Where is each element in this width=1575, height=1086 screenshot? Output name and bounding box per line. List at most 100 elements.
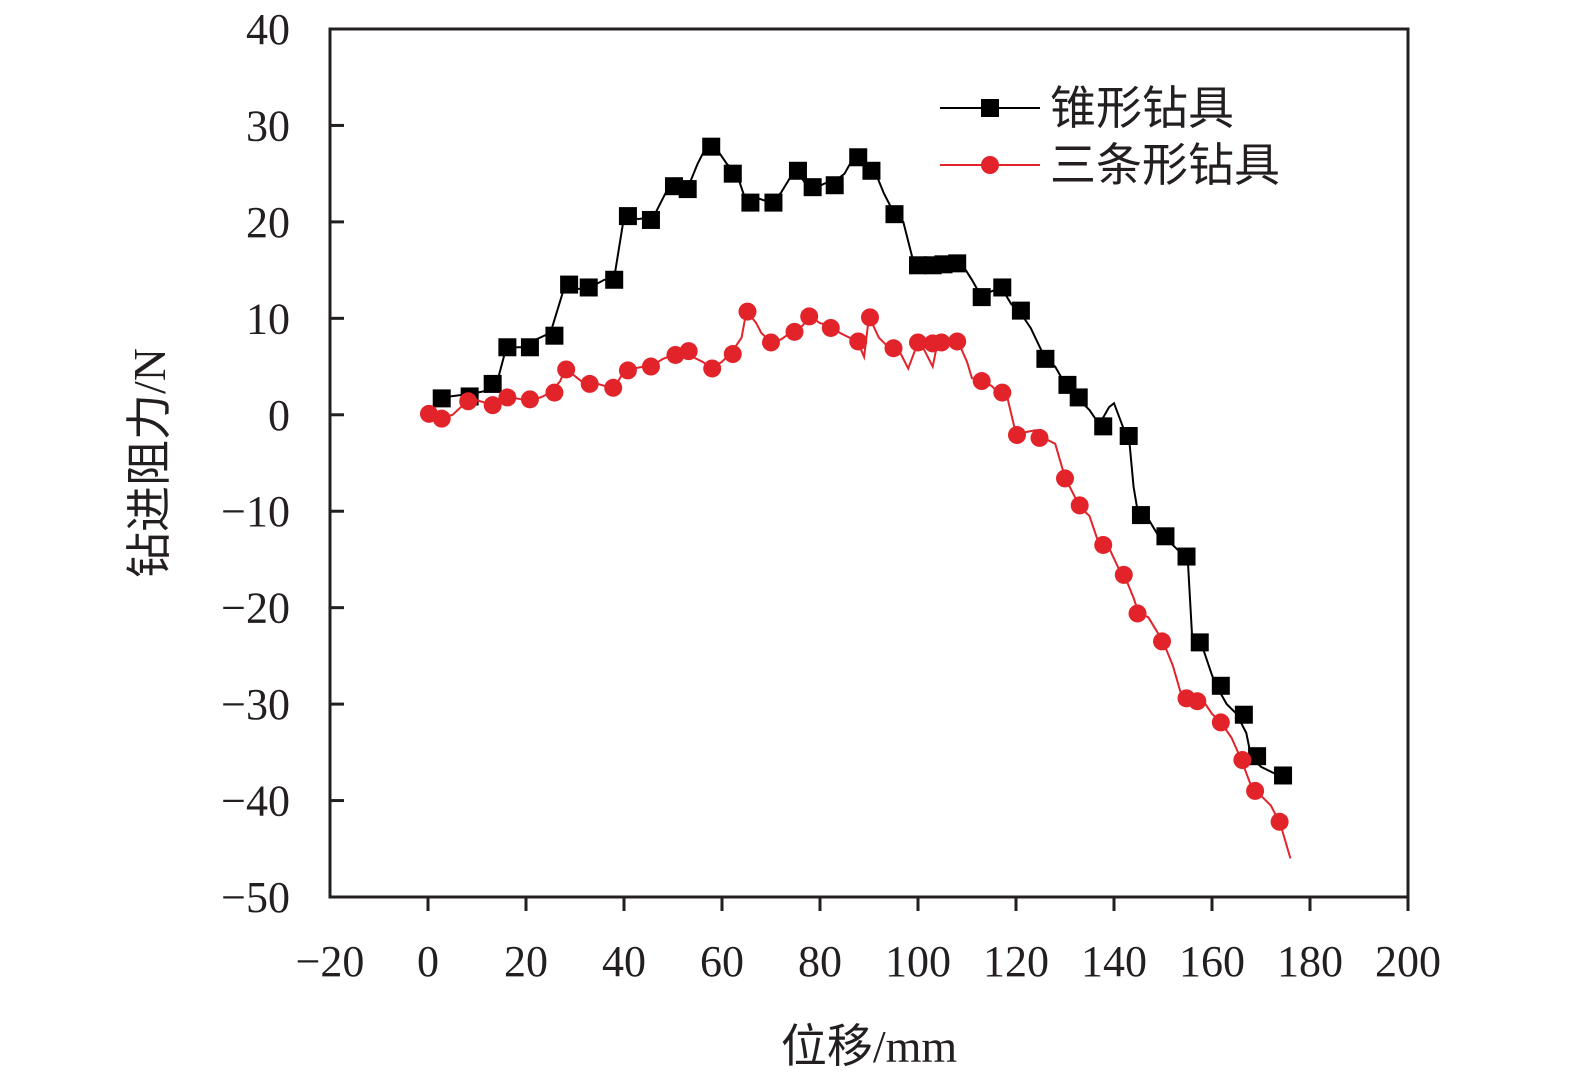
x-tick-label: 160 bbox=[1179, 937, 1245, 986]
series-2 bbox=[419, 302, 1292, 859]
data-point-square bbox=[1094, 417, 1113, 436]
data-point-circle bbox=[1128, 604, 1147, 623]
x-tick-label: 140 bbox=[1081, 937, 1147, 986]
data-point-square bbox=[678, 180, 697, 199]
legend-marker-circle bbox=[981, 156, 999, 174]
data-point-square bbox=[1177, 547, 1196, 566]
data-point-square bbox=[1274, 766, 1293, 785]
x-tick-label: 0 bbox=[417, 937, 439, 986]
data-point-square bbox=[1119, 426, 1138, 445]
data-point-square bbox=[909, 256, 927, 275]
data-point-square bbox=[764, 193, 783, 212]
x-axis: −20 0 20 40 60 80 100 120 140 160 180 200 bbox=[296, 897, 1441, 986]
data-point-square bbox=[948, 254, 967, 273]
legend-label: 三条形钻具 bbox=[1050, 140, 1280, 191]
data-point-square bbox=[993, 278, 1012, 297]
legend-item-2: 三条形钻具 bbox=[940, 140, 1280, 191]
legend-item-1: 锥形钻具 bbox=[940, 83, 1234, 134]
data-point-circle bbox=[1056, 469, 1074, 488]
legend-marker-square bbox=[981, 99, 999, 117]
y-tick-label: −10 bbox=[221, 487, 290, 536]
data-point-circle bbox=[785, 322, 804, 341]
x-tick-label: 100 bbox=[885, 937, 951, 986]
data-point-circle bbox=[1246, 781, 1265, 800]
x-tick-label: 120 bbox=[983, 937, 1049, 986]
data-point-circle bbox=[762, 333, 780, 352]
x-tick-label: 60 bbox=[700, 937, 744, 986]
data-point-square bbox=[618, 207, 637, 226]
data-point-circle bbox=[520, 390, 539, 409]
data-point-square bbox=[641, 210, 660, 229]
data-point-circle bbox=[909, 333, 927, 352]
plot-frame bbox=[328, 27, 1410, 899]
data-point-square bbox=[483, 374, 502, 393]
data-point-circle bbox=[860, 308, 879, 327]
data-point-circle bbox=[948, 332, 967, 351]
data-point-circle bbox=[1007, 426, 1026, 445]
data-point-circle bbox=[993, 383, 1012, 402]
data-point-circle bbox=[738, 302, 757, 321]
data-point-circle bbox=[1114, 565, 1133, 584]
y-tick-label: −40 bbox=[221, 777, 290, 826]
data-point-square bbox=[1036, 349, 1055, 368]
x-tick-label: 20 bbox=[504, 937, 548, 986]
data-point-square bbox=[545, 326, 564, 345]
data-point-square bbox=[723, 164, 742, 183]
series-layer bbox=[419, 137, 1293, 859]
data-point-square bbox=[803, 178, 822, 197]
y-axis-title: 钻进阻力/N bbox=[124, 348, 175, 578]
data-point-circle bbox=[432, 409, 451, 428]
data-point-square bbox=[1131, 506, 1150, 525]
data-point-square bbox=[432, 389, 451, 408]
data-point-square bbox=[1156, 527, 1175, 546]
data-point-square bbox=[788, 161, 807, 180]
data-point-circle bbox=[557, 360, 576, 379]
data-point-square bbox=[885, 205, 904, 224]
data-point-square bbox=[560, 275, 579, 294]
x-axis-title: 位移/mm bbox=[781, 1021, 958, 1072]
x-tick-label: 200 bbox=[1375, 937, 1441, 986]
y-tick-label: 40 bbox=[246, 5, 290, 54]
data-point-square bbox=[498, 338, 517, 357]
data-point-square bbox=[1248, 747, 1267, 766]
data-point-square bbox=[664, 177, 683, 196]
data-point-circle bbox=[723, 345, 742, 364]
data-point-square bbox=[934, 255, 953, 274]
data-point-circle bbox=[483, 396, 502, 415]
data-point-square bbox=[702, 137, 721, 156]
data-point-circle bbox=[1188, 692, 1207, 711]
y-tick-label: 30 bbox=[246, 101, 290, 150]
y-tick-label: 20 bbox=[246, 198, 290, 247]
data-point-circle bbox=[884, 339, 903, 358]
data-point-square bbox=[849, 148, 868, 167]
data-point-square bbox=[1234, 705, 1253, 724]
data-point-square bbox=[579, 278, 598, 297]
data-point-square bbox=[1211, 676, 1230, 695]
y-tick-label: −50 bbox=[221, 873, 290, 922]
data-point-square bbox=[1190, 633, 1209, 652]
data-point-circle bbox=[459, 392, 478, 411]
data-point-square bbox=[605, 270, 624, 289]
data-point-circle bbox=[849, 332, 868, 351]
data-point-circle bbox=[1153, 632, 1172, 651]
data-point-circle bbox=[1070, 496, 1089, 515]
y-tick-label: 0 bbox=[268, 391, 290, 440]
data-point-square bbox=[520, 338, 539, 357]
data-point-circle bbox=[1211, 713, 1230, 732]
data-point-circle bbox=[972, 372, 991, 391]
data-point-circle bbox=[679, 342, 698, 361]
y-axis: 40 30 20 10 0 −10 −20 −30 −40 −50 bbox=[221, 5, 344, 922]
y-tick-label: −20 bbox=[221, 584, 290, 633]
data-point-circle bbox=[641, 357, 660, 376]
data-point-circle bbox=[1270, 812, 1289, 831]
data-point-circle bbox=[545, 383, 564, 402]
x-tick-label: 180 bbox=[1277, 937, 1343, 986]
data-point-square bbox=[741, 193, 760, 212]
data-point-circle bbox=[604, 378, 623, 397]
x-tick-label: 80 bbox=[798, 937, 842, 986]
data-point-square bbox=[1011, 301, 1030, 320]
data-point-circle bbox=[1030, 428, 1049, 447]
series-1 bbox=[427, 137, 1293, 785]
